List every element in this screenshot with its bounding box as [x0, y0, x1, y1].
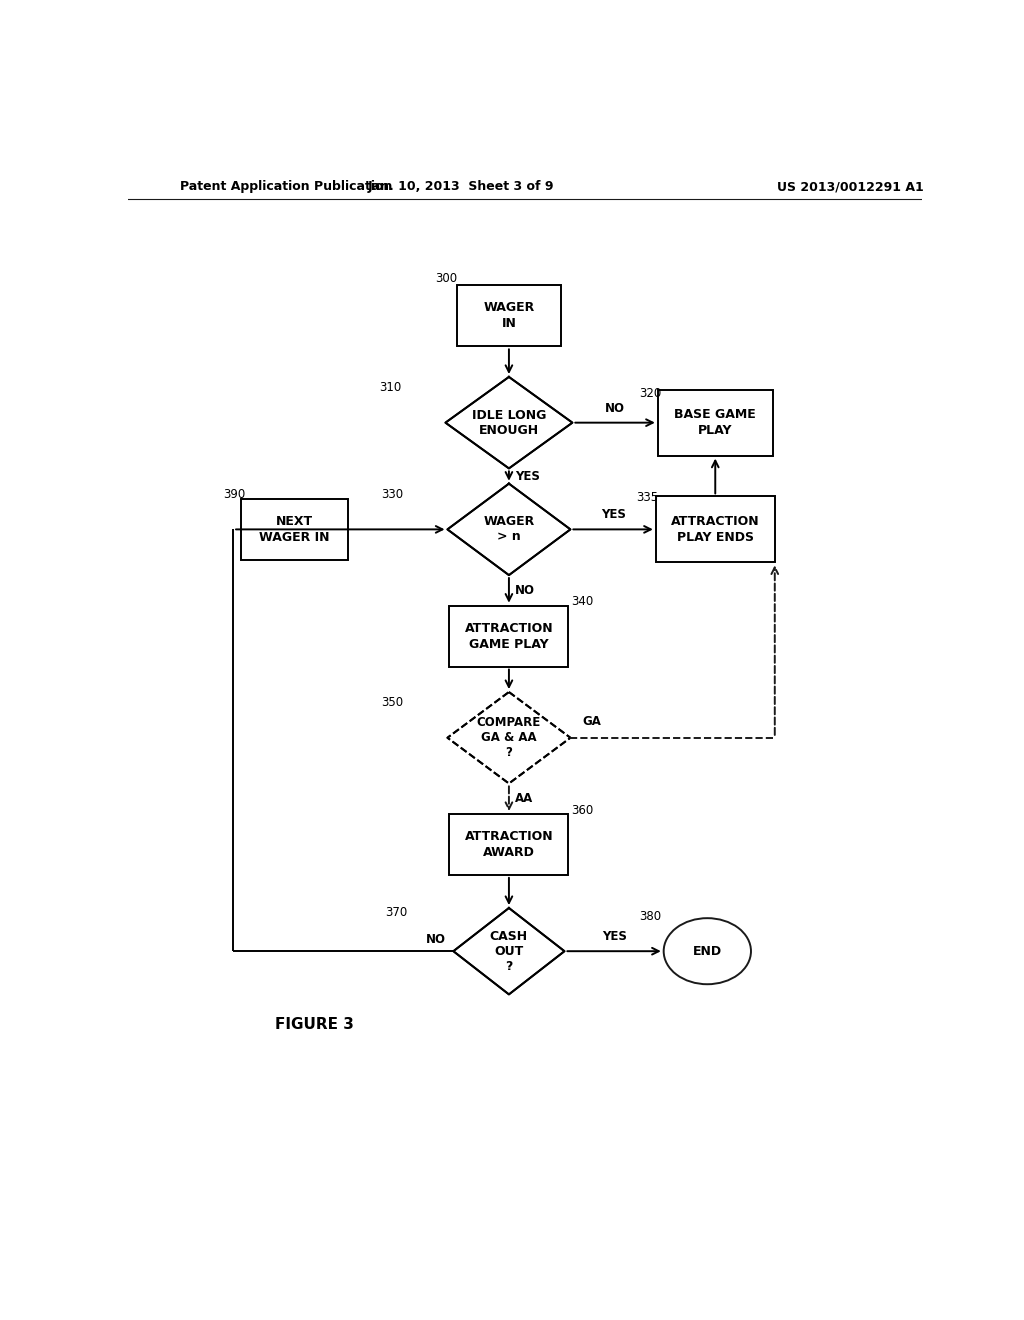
Text: GA: GA [583, 714, 601, 727]
Text: WAGER
IN: WAGER IN [483, 301, 535, 330]
Text: AA: AA [515, 792, 534, 805]
Bar [241, 499, 348, 560]
Text: US 2013/0012291 A1: US 2013/0012291 A1 [777, 181, 924, 193]
Text: END: END [693, 945, 722, 958]
Text: 360: 360 [570, 804, 593, 817]
Text: YES: YES [601, 508, 626, 521]
Text: 335: 335 [636, 491, 658, 504]
Text: Patent Application Publication: Patent Application Publication [179, 181, 392, 193]
Text: CASH
OUT
?: CASH OUT ? [489, 929, 528, 973]
Text: BASE GAME
PLAY: BASE GAME PLAY [675, 408, 756, 437]
Text: ATTRACTION
PLAY ENDS: ATTRACTION PLAY ENDS [671, 515, 760, 544]
Text: 310: 310 [380, 381, 401, 395]
Polygon shape [447, 483, 570, 576]
Bar [458, 285, 560, 346]
Text: 330: 330 [381, 488, 403, 500]
Bar [655, 496, 775, 562]
Text: 350: 350 [381, 696, 403, 709]
Text: NO: NO [515, 583, 536, 597]
Polygon shape [454, 908, 564, 994]
Bar [450, 606, 568, 667]
Ellipse shape [664, 919, 751, 985]
Text: 340: 340 [570, 594, 593, 607]
Text: FIGURE 3: FIGURE 3 [275, 1016, 354, 1032]
Bar [657, 389, 773, 455]
Text: COMPARE
GA & AA
?: COMPARE GA & AA ? [477, 717, 541, 759]
Text: ATTRACTION
AWARD: ATTRACTION AWARD [465, 830, 553, 859]
Text: NO: NO [425, 933, 445, 946]
Bar [450, 814, 568, 875]
Text: YES: YES [602, 931, 627, 942]
Polygon shape [445, 378, 572, 469]
Text: YES: YES [515, 470, 540, 483]
Text: Jan. 10, 2013  Sheet 3 of 9: Jan. 10, 2013 Sheet 3 of 9 [368, 181, 555, 193]
Text: WAGER
> n: WAGER > n [483, 515, 535, 544]
Text: NEXT
WAGER IN: NEXT WAGER IN [259, 515, 330, 544]
Text: 380: 380 [639, 909, 662, 923]
Text: 390: 390 [223, 488, 246, 500]
Text: 370: 370 [385, 906, 408, 919]
Polygon shape [447, 692, 570, 784]
Text: IDLE LONG
ENOUGH: IDLE LONG ENOUGH [472, 409, 546, 437]
Text: 320: 320 [639, 387, 662, 400]
Text: ATTRACTION
GAME PLAY: ATTRACTION GAME PLAY [465, 622, 553, 651]
Text: NO: NO [605, 401, 625, 414]
Text: 300: 300 [435, 272, 458, 285]
